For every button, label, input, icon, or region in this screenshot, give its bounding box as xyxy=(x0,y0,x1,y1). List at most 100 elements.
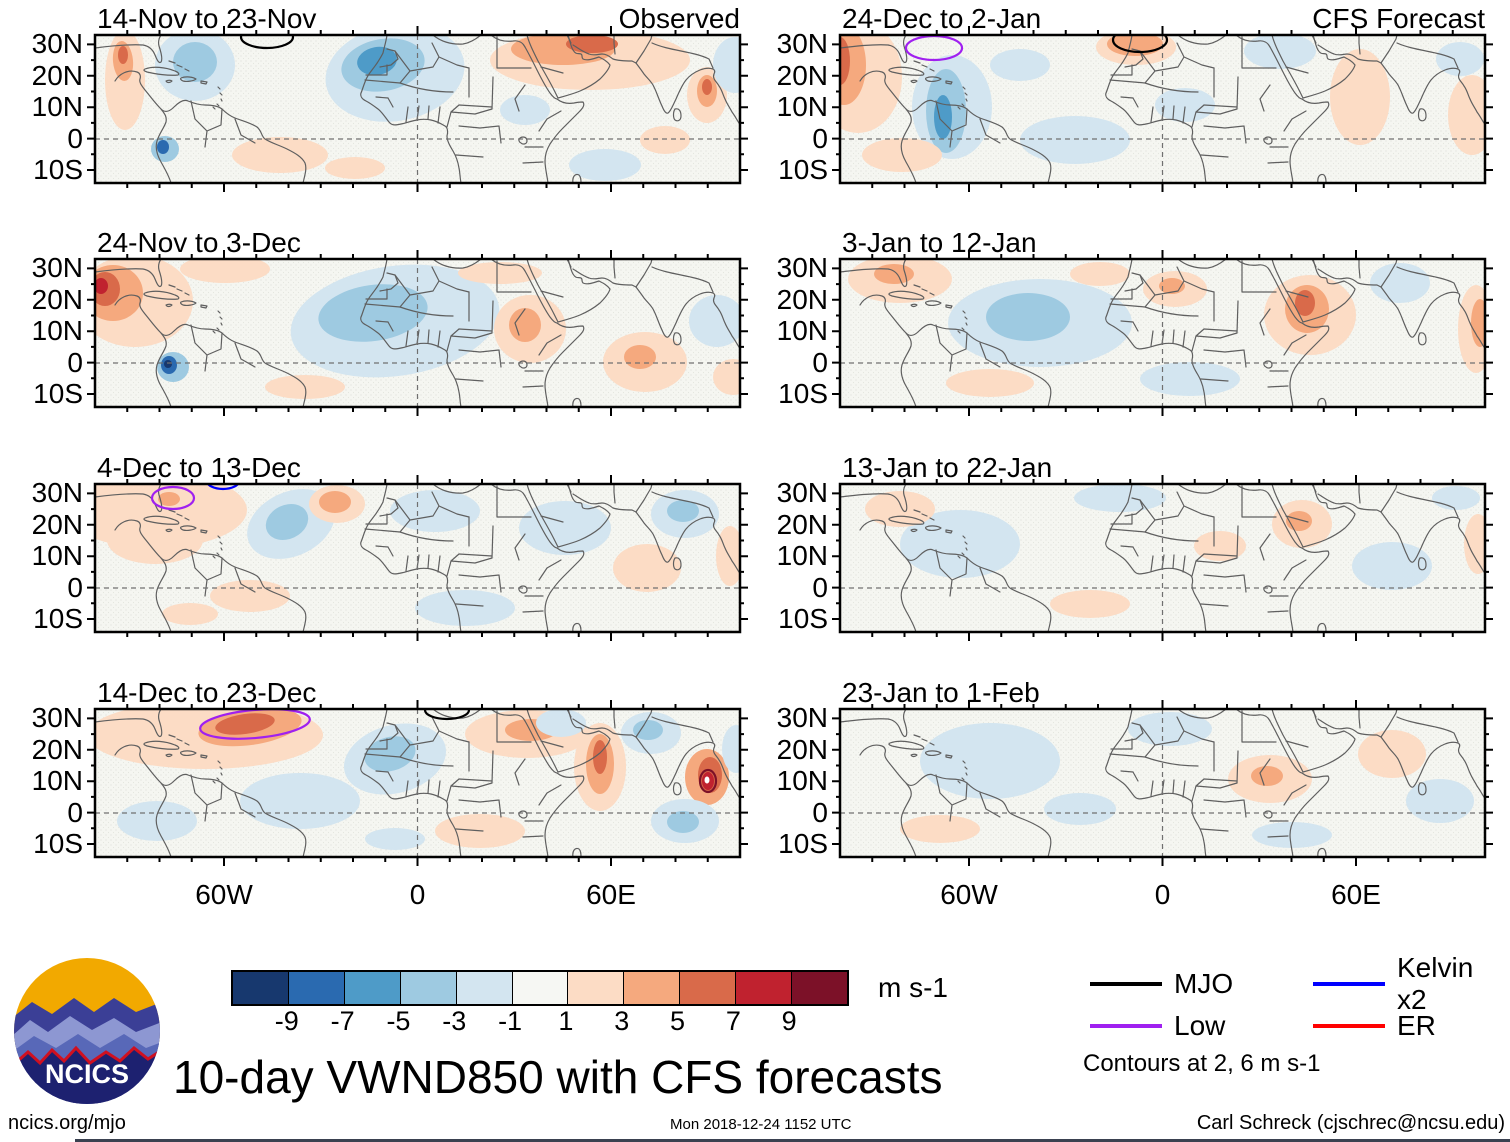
y-tick-label: 20N xyxy=(31,734,83,765)
main-title: 10-day VWND850 with CFS forecasts xyxy=(173,1051,943,1103)
wave-contours xyxy=(150,484,240,511)
legend-line-mjo xyxy=(1090,982,1162,986)
panel-border xyxy=(93,707,742,859)
anomaly-blobs xyxy=(95,484,740,626)
y-tick-label: 10S xyxy=(33,603,83,634)
map-plot-fcst-1 xyxy=(832,26,1493,192)
legend-label: MJO xyxy=(1174,968,1234,999)
map-panel-obs-2: 24-Nov to 3-Dec 30N 20N 10N 0 10S xyxy=(32,227,748,416)
y-tick-label: 20N xyxy=(776,509,828,540)
map-panel-obs-4: 14-Dec to 23-Dec 30N 20N 10N 0 10S 60W 0 60E xyxy=(32,677,748,910)
legend-label: Low xyxy=(1174,1010,1226,1041)
y-tick-label: 0 xyxy=(67,347,83,378)
y-tick-label: 10S xyxy=(778,828,828,859)
map-plot-fcst-2 xyxy=(832,250,1493,416)
colorbar-units: m s-1 xyxy=(878,972,948,1003)
map-content xyxy=(95,709,740,857)
panel-title: 23-Jan to 1-Feb xyxy=(842,677,1040,708)
panel-border xyxy=(838,33,1487,185)
axis-ticks xyxy=(832,475,1493,641)
y-tick-label: 10N xyxy=(776,91,828,122)
colorbar-tick: -9 xyxy=(274,1006,299,1036)
legend-line-er xyxy=(1313,1024,1385,1028)
colorbar-tick-labels: -9 -7 -5 -3 -1 1 3 5 7 9 xyxy=(231,1006,845,1036)
colorbar-tick: -3 xyxy=(442,1006,467,1036)
colorbar-tick: -1 xyxy=(498,1006,523,1036)
colorbar-tick: 1 xyxy=(558,1006,574,1036)
colorbar-cell xyxy=(233,972,289,1004)
x-tick-label: 60W xyxy=(195,879,253,910)
y-tick-label: 10S xyxy=(778,154,828,185)
legend-label: ER xyxy=(1397,1010,1436,1041)
map-content xyxy=(95,484,740,632)
panel-border xyxy=(838,257,1487,409)
y-tick-label: 30N xyxy=(31,252,83,283)
colorbar-cell xyxy=(792,972,847,1004)
map-panel-obs-3: 4-Dec to 13-Dec 30N 20N 10N 0 10S xyxy=(32,452,748,641)
panel-border xyxy=(93,257,742,409)
footer-timestamp: Mon 2018-12-24 1152 UTC xyxy=(670,1116,852,1133)
y-tick-label: 20N xyxy=(31,284,83,315)
legend-line-low xyxy=(1090,1024,1162,1028)
anomaly-blobs xyxy=(865,484,1485,618)
map-panel-fcst-1: 24-Dec to 2-Jan CFS Forecast 30N 20N 10N 0 1… xyxy=(777,3,1493,192)
panel-border xyxy=(838,482,1487,634)
colorbar-tick: 3 xyxy=(614,1006,630,1036)
axis-ticks xyxy=(87,26,748,192)
map-plot-fcst-3 xyxy=(832,475,1493,641)
x-axis-labels: 60W 0 60E xyxy=(95,879,740,915)
panel-corner-label: CFS Forecast xyxy=(1312,3,1485,34)
legend-note: Contours at 2, 6 m s-1 xyxy=(1083,1050,1321,1077)
y-tick-label: 10N xyxy=(776,315,828,346)
x-tick-label: 60E xyxy=(586,879,636,910)
anomaly-blobs xyxy=(840,35,1485,172)
y-tick-label: 10S xyxy=(778,378,828,409)
panel-border xyxy=(93,33,742,185)
map-plot-obs-1 xyxy=(87,26,748,192)
axis-ticks xyxy=(832,700,1493,866)
y-tick-label: 0 xyxy=(812,572,828,603)
anomaly-blobs xyxy=(900,712,1474,848)
colorbar-tick: 5 xyxy=(670,1006,686,1036)
y-tick-label: 30N xyxy=(776,477,828,508)
panel-border xyxy=(93,482,742,634)
y-axis-labels: 30N 20N 10N 0 10S xyxy=(1,28,87,185)
y-tick-label: 10N xyxy=(776,765,828,796)
colorbar-tick: -5 xyxy=(386,1006,411,1036)
panel-title: 24-Dec to 2-Jan xyxy=(842,3,1042,34)
map-plot-obs-4 xyxy=(87,700,748,866)
y-tick-label: 10N xyxy=(31,91,83,122)
map-content xyxy=(840,709,1485,857)
x-tick-label: 0 xyxy=(409,879,426,910)
map-plot-obs-2 xyxy=(87,250,748,416)
y-axis-labels: 30N 20N 10N 0 10S xyxy=(746,702,832,859)
y-axis-labels: 30N 20N 10N 0 10S xyxy=(1,477,87,634)
legend-line-kelvin-x2 xyxy=(1313,982,1385,986)
y-axis-labels: 30N 20N 10N 0 10S xyxy=(1,252,87,409)
colorbar-cell xyxy=(568,972,625,1004)
y-tick-label: 30N xyxy=(776,28,828,59)
footer-url: ncics.org/mjo xyxy=(8,1112,126,1134)
panel-title: 4-Dec to 13-Dec xyxy=(97,452,301,483)
panel-border xyxy=(838,707,1487,859)
y-tick-label: 10S xyxy=(778,603,828,634)
colorbar-cell xyxy=(456,972,513,1004)
map-plot-obs-3 xyxy=(87,475,748,641)
map-content xyxy=(95,35,740,183)
y-tick-label: 10N xyxy=(31,315,83,346)
panel-title: 14-Nov to 23-Nov xyxy=(97,3,317,34)
y-tick-label: 30N xyxy=(31,702,83,733)
y-tick-label: 0 xyxy=(67,123,83,154)
logo-base xyxy=(14,1048,160,1104)
panel-title: 13-Jan to 22-Jan xyxy=(842,452,1053,483)
y-tick-label: 0 xyxy=(67,797,83,828)
colorbar-cell xyxy=(344,972,401,1004)
y-tick-label: 0 xyxy=(812,797,828,828)
colorbar-tick: 9 xyxy=(781,1006,797,1036)
y-tick-label: 10N xyxy=(31,765,83,796)
bottom-edge-strip xyxy=(75,1139,1510,1142)
y-tick-label: 10S xyxy=(33,828,83,859)
map-content xyxy=(840,484,1485,632)
y-tick-label: 10S xyxy=(33,378,83,409)
